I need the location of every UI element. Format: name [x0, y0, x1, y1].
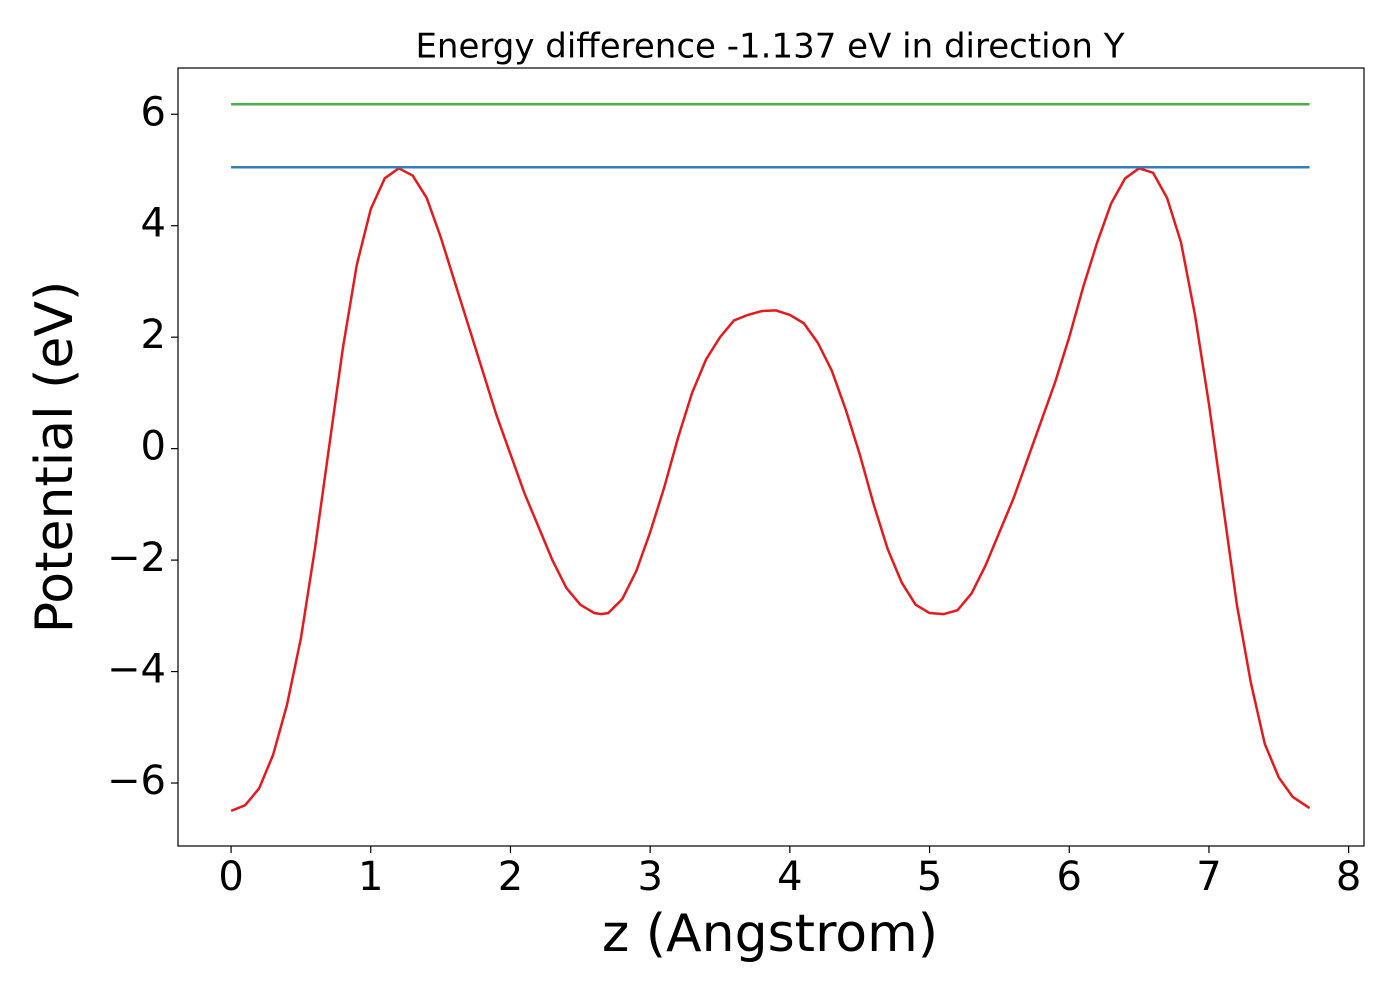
x-tick-label: 1	[358, 854, 383, 900]
data-line	[230, 166, 1311, 813]
y-tick-label: 4	[141, 201, 166, 247]
x-tick-label: 4	[777, 854, 802, 900]
x-axis-label: z (Angstrom)	[602, 904, 938, 964]
y-tick-label: −2	[107, 535, 166, 581]
x-tick-label: 2	[498, 854, 523, 900]
y-tick-label: 2	[141, 312, 166, 358]
y-axis-label: Potential (eV)	[25, 281, 85, 633]
x-tick-label: 5	[917, 854, 942, 900]
x-tick-label: 6	[1057, 854, 1082, 900]
y-tick-label: −4	[107, 647, 166, 693]
y-tick-label: −6	[107, 758, 166, 804]
y-tick-label: 0	[141, 424, 166, 470]
x-tick-label: 7	[1196, 854, 1221, 900]
y-tick-label: 6	[141, 89, 166, 135]
chart-title: Energy difference -1.137 eV in direction…	[415, 27, 1124, 67]
x-tick-label: 3	[637, 854, 662, 900]
x-tick-label: 0	[218, 854, 243, 900]
plot-frame	[177, 67, 1365, 847]
x-tick-label: 8	[1336, 854, 1361, 900]
